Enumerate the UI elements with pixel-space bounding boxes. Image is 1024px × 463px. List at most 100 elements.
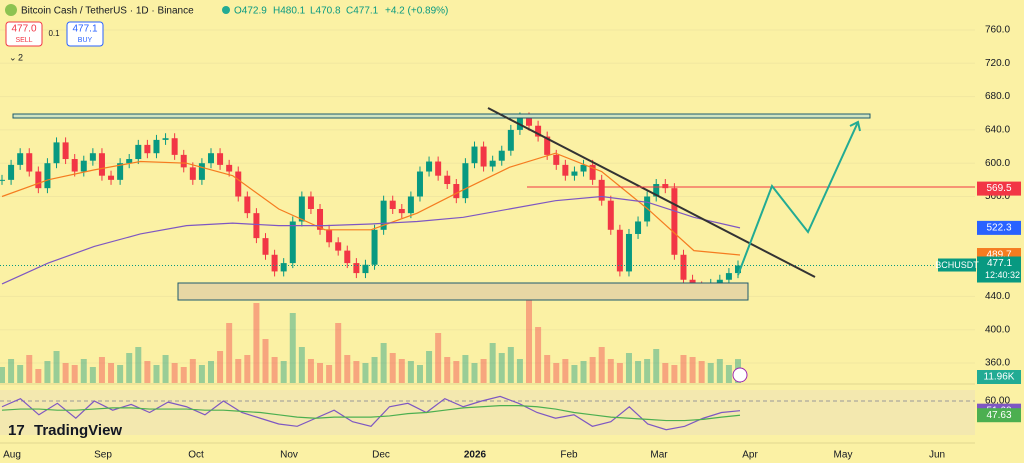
volume-bar <box>362 363 369 383</box>
candle-body <box>126 159 133 164</box>
volume-bar <box>689 357 696 383</box>
volume-bar <box>471 363 478 383</box>
buy-price: 477.1 <box>72 24 97 35</box>
event-icon[interactable] <box>732 367 748 383</box>
candle-body <box>435 161 442 176</box>
volume-bar <box>662 363 669 383</box>
volume-bar <box>0 367 5 383</box>
candle-body <box>389 200 396 209</box>
candle-body <box>17 153 24 165</box>
projection-arrow <box>849 120 861 132</box>
candle-body <box>571 171 578 176</box>
candle-body <box>8 164 15 180</box>
candle-body <box>217 153 224 165</box>
candle-body <box>580 164 587 172</box>
last-price-label: 477.1 <box>987 258 1012 269</box>
volume-bar <box>380 343 387 383</box>
volume-bar <box>635 361 642 383</box>
countdown: 12:40:32 <box>985 270 1020 280</box>
volume-bar <box>80 359 87 383</box>
price-tick-label: 560.0 <box>985 191 1010 202</box>
volume-bar <box>607 359 614 383</box>
ohlc-high: H480.1 <box>273 6 306 17</box>
volume-bar <box>217 351 224 383</box>
price-tick-label: 360.0 <box>985 358 1010 369</box>
volume-bar <box>444 357 451 383</box>
volume-bar <box>180 367 187 383</box>
volume-bar <box>226 323 233 383</box>
candle-body <box>98 153 105 176</box>
price-badge-label: 489.7 <box>986 250 1011 261</box>
volume-bar <box>462 355 469 383</box>
volume-bar <box>244 355 251 383</box>
volume-bar <box>707 363 714 383</box>
candle-body <box>108 175 115 180</box>
ohlc-change: +4.2 (+0.89%) <box>385 6 448 17</box>
candle-body <box>335 242 342 251</box>
volume-bar <box>271 357 278 383</box>
time-label: Dec <box>372 450 390 461</box>
candle-body <box>253 213 260 239</box>
candle-body <box>198 163 205 180</box>
buy-button[interactable] <box>66 21 104 47</box>
ohlc-close: C477.1 <box>346 6 379 17</box>
volume-bar <box>144 361 151 383</box>
price-badge <box>977 220 1021 235</box>
time-label: Aug <box>3 450 21 461</box>
time-label: Feb <box>560 450 578 461</box>
candle-body <box>289 221 296 264</box>
candle-body <box>416 171 423 197</box>
ohlc-open: O472.9 <box>234 6 267 17</box>
rsi-badge-label: 47.63 <box>986 410 1011 421</box>
candle-body <box>535 125 542 137</box>
volume-badge <box>977 370 1021 384</box>
volume-bar <box>289 313 296 383</box>
rsi-band <box>0 390 975 435</box>
candle-body <box>553 154 560 165</box>
price-tick-label: 440.0 <box>985 291 1010 302</box>
candle-body <box>480 146 487 167</box>
candle-body <box>371 229 378 265</box>
time-label: Nov <box>280 450 298 461</box>
indicator-count[interactable]: 2 <box>18 52 23 62</box>
volume-bar <box>598 347 605 383</box>
candle-body <box>662 184 669 189</box>
candle-body <box>326 229 333 243</box>
symbol-title[interactable]: Bitcoin Cash / TetherUS · 1D · Binance <box>21 6 194 17</box>
candle-body <box>362 264 369 274</box>
sell-button[interactable] <box>5 21 43 47</box>
candle-body <box>653 184 660 197</box>
indicator-toggle[interactable]: ⌄ <box>9 52 17 62</box>
volume-bar <box>135 347 142 383</box>
candle-body <box>671 188 678 255</box>
volume-bar <box>371 357 378 383</box>
candle-body <box>153 139 160 154</box>
candle-body <box>280 263 287 272</box>
volume-bar <box>562 359 569 383</box>
candle-body <box>26 153 33 172</box>
candle-body <box>398 208 405 214</box>
volume-bar <box>126 353 133 383</box>
price-tick-label: 720.0 <box>985 58 1010 69</box>
volume-bar <box>680 355 687 383</box>
candle-body <box>53 142 60 164</box>
volume-bar <box>262 339 269 383</box>
volume-bar <box>725 365 732 383</box>
volume-bar <box>171 363 178 383</box>
candle-body <box>180 154 187 168</box>
buy-label: BUY <box>78 37 93 44</box>
candle-body <box>498 150 505 161</box>
symbol-badge-label: BCHUSDT <box>935 260 979 270</box>
projection-path <box>737 121 859 276</box>
candle-body <box>207 153 214 164</box>
candle-body <box>189 167 196 180</box>
candle-body <box>244 196 251 214</box>
candle-body <box>117 163 124 180</box>
volume-bar <box>426 351 433 383</box>
candle-body <box>0 179 5 181</box>
time-label: May <box>834 450 853 461</box>
candle-body <box>62 142 69 160</box>
ema-line <box>1 152 741 256</box>
volume-bar <box>398 359 405 383</box>
